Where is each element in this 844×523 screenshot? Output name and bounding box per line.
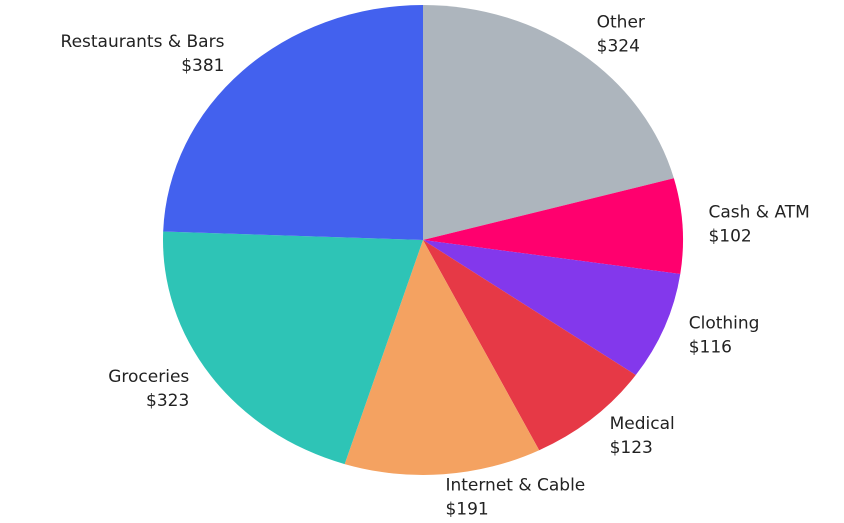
pie-slice — [163, 5, 423, 240]
slice-label: Internet & Cable — [445, 476, 585, 496]
slice-label: Clothing — [689, 314, 760, 334]
slice-value-label: $116 — [689, 338, 732, 358]
slice-value-label: $102 — [708, 226, 751, 246]
pie-slice — [344, 240, 540, 475]
slice-label: Other — [597, 13, 645, 33]
slice-value-label: $123 — [610, 438, 653, 458]
slice-label: Groceries — [108, 367, 189, 387]
pie-slice — [163, 231, 424, 465]
slice-label: Cash & ATM — [708, 202, 809, 222]
slice-value-label: $324 — [597, 37, 640, 57]
slice-value-label: $191 — [445, 500, 488, 520]
pie-slice — [423, 240, 636, 451]
pie-slice — [423, 5, 674, 240]
slice-label: Medical — [610, 414, 675, 434]
pie-slice — [423, 240, 681, 376]
slice-value-label: $323 — [146, 391, 189, 411]
slice-label: Restaurants & Bars — [61, 32, 225, 52]
pie-slice — [423, 178, 683, 274]
slice-value-label: $381 — [181, 56, 224, 76]
